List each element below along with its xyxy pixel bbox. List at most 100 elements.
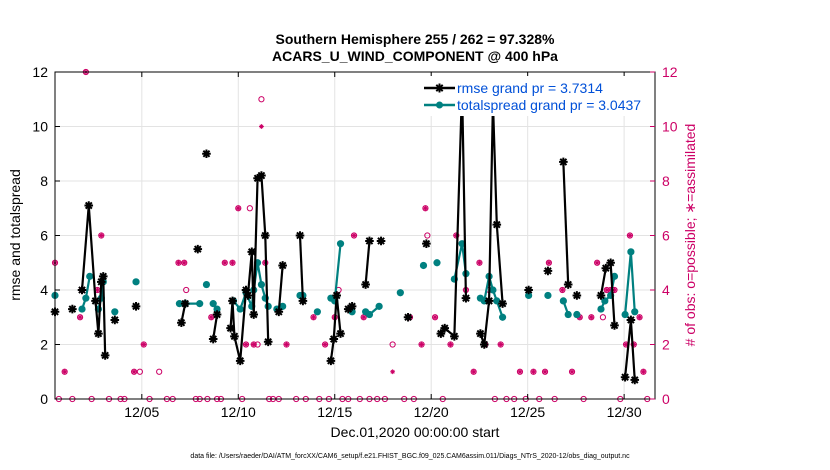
obs-possible-marker <box>470 368 477 375</box>
obs-assimilated-marker <box>361 314 367 320</box>
obs-assimilated-marker <box>477 260 482 266</box>
rmse-point <box>329 334 339 344</box>
obs-possible-marker <box>76 314 84 321</box>
obs-possible-marker <box>136 368 143 375</box>
y-tick-label: 2 <box>40 337 48 353</box>
obs-assimilated-marker <box>243 342 249 347</box>
obs-assimilated-marker <box>311 314 316 320</box>
obs-possible-marker <box>350 232 358 239</box>
axis-ticks: 0 0 2 2 4 4 6 6 8 8 10 10 12 12 12/05 12/10 12/15 12/20 12… <box>32 64 677 420</box>
obs-possible-marker <box>626 232 634 239</box>
obs-possible-marker <box>418 341 425 348</box>
y-tick-label: 4 <box>40 282 48 298</box>
obs-possible-marker <box>389 341 396 348</box>
totalspread-point <box>209 300 217 308</box>
right-y-tick-label: 4 <box>662 282 670 298</box>
totalspread-point <box>279 302 287 310</box>
obs-assimilated-marker <box>631 342 637 347</box>
obs-possible-marker <box>181 259 188 266</box>
obs-assimilated-marker <box>419 342 424 347</box>
rmse-point <box>484 296 494 306</box>
obs-possible-marker <box>588 314 595 321</box>
totalspread-point <box>236 305 244 313</box>
rmse-point <box>249 310 259 319</box>
obs-possible-marker <box>594 259 601 266</box>
totalspread-point <box>564 310 572 319</box>
obs-assimilated-marker <box>604 287 610 293</box>
rmse-point <box>630 375 640 385</box>
rmse-point <box>177 318 186 328</box>
x-tick-label: 12/15 <box>317 404 352 420</box>
rmse-point <box>347 302 357 311</box>
rmse-point <box>208 334 218 344</box>
obs-assimilated-marker <box>612 287 617 293</box>
rmse-point <box>253 173 262 183</box>
rmse-point <box>332 291 341 300</box>
obs-assimilated-marker <box>222 260 228 266</box>
x-tick-label: 12/25 <box>510 404 545 420</box>
rmse-point <box>193 244 203 254</box>
y-tick-label: 6 <box>40 228 48 244</box>
rmse-point <box>361 280 370 289</box>
obs-assimilated-marker <box>98 233 104 238</box>
obs-possible-marker <box>156 368 163 375</box>
totalspread-point <box>573 310 581 319</box>
rmse-point <box>94 329 103 338</box>
obs-possible-marker <box>497 341 504 348</box>
totalspread-point <box>433 259 441 267</box>
rmse-point <box>436 329 446 338</box>
right-y-tick-label: 12 <box>662 64 678 80</box>
rmse-point <box>228 296 237 306</box>
right-y-axis-label: # of obs: o=possible; ∗=assimilated <box>682 124 698 347</box>
obs-possible-marker <box>229 259 236 266</box>
obs-possible-marker <box>424 232 431 239</box>
obs-possible-marker <box>422 205 429 212</box>
obs-possible-marker <box>130 368 138 375</box>
rmse-point <box>100 351 110 360</box>
rmse-point <box>476 329 485 338</box>
totalspread-point <box>597 305 605 313</box>
obs-assimilated-marker <box>259 124 264 129</box>
y-tick-label: 8 <box>40 173 48 189</box>
obs-assimilated-marker <box>531 369 536 375</box>
rmse-point <box>403 312 413 322</box>
obs-possible-marker <box>541 368 549 375</box>
obs-assimilated-marker <box>453 233 459 238</box>
obs-assimilated-marker <box>131 369 137 375</box>
obs-possible-marker <box>431 314 439 321</box>
obs-possible-marker <box>283 341 290 348</box>
obs-assimilated-marker <box>181 260 187 266</box>
totalspread-point <box>86 272 94 280</box>
rmse-line <box>364 240 371 285</box>
rmse-point <box>524 285 533 295</box>
rmse-point <box>274 307 284 317</box>
legend-rmse-marker <box>435 83 444 93</box>
obs-assimilated-marker <box>546 260 552 266</box>
rmse-point <box>180 299 190 308</box>
right-y-tick-label: 0 <box>662 391 670 407</box>
rmse-point <box>97 277 106 287</box>
legend-spread-label: totalspread grand pr = 3.0437 <box>457 97 641 113</box>
y-tick-label: 12 <box>32 64 48 80</box>
rmse-point <box>559 157 568 167</box>
obs-possible-marker <box>61 368 68 375</box>
obs-assimilated-marker <box>542 369 548 375</box>
rmse-point <box>326 356 336 366</box>
totalspread-point <box>419 261 428 270</box>
x-axis-label: Dec.01,2020 00:00:00 start <box>331 424 500 440</box>
rmse-point <box>243 291 253 300</box>
rmse-point <box>450 332 459 341</box>
obs-possible-marker <box>447 341 454 348</box>
data-file-footnote: data file: /Users/raeder/DAI/ATM_forcXX/… <box>190 453 630 460</box>
totalspread-point <box>213 305 221 313</box>
legend-rmse-label: rmse grand pr = 3.7314 <box>457 80 603 96</box>
rmse-point <box>596 291 606 300</box>
rmse-point <box>620 372 630 382</box>
obs-assimilated-marker <box>594 260 600 266</box>
rmse-point <box>247 247 257 257</box>
obs-assimilated-marker <box>141 342 147 347</box>
totalspread-point <box>365 310 374 319</box>
rmse-point <box>235 356 245 366</box>
obs-assimilated-marker <box>423 205 428 211</box>
obs-assimilated-marker <box>77 314 83 320</box>
